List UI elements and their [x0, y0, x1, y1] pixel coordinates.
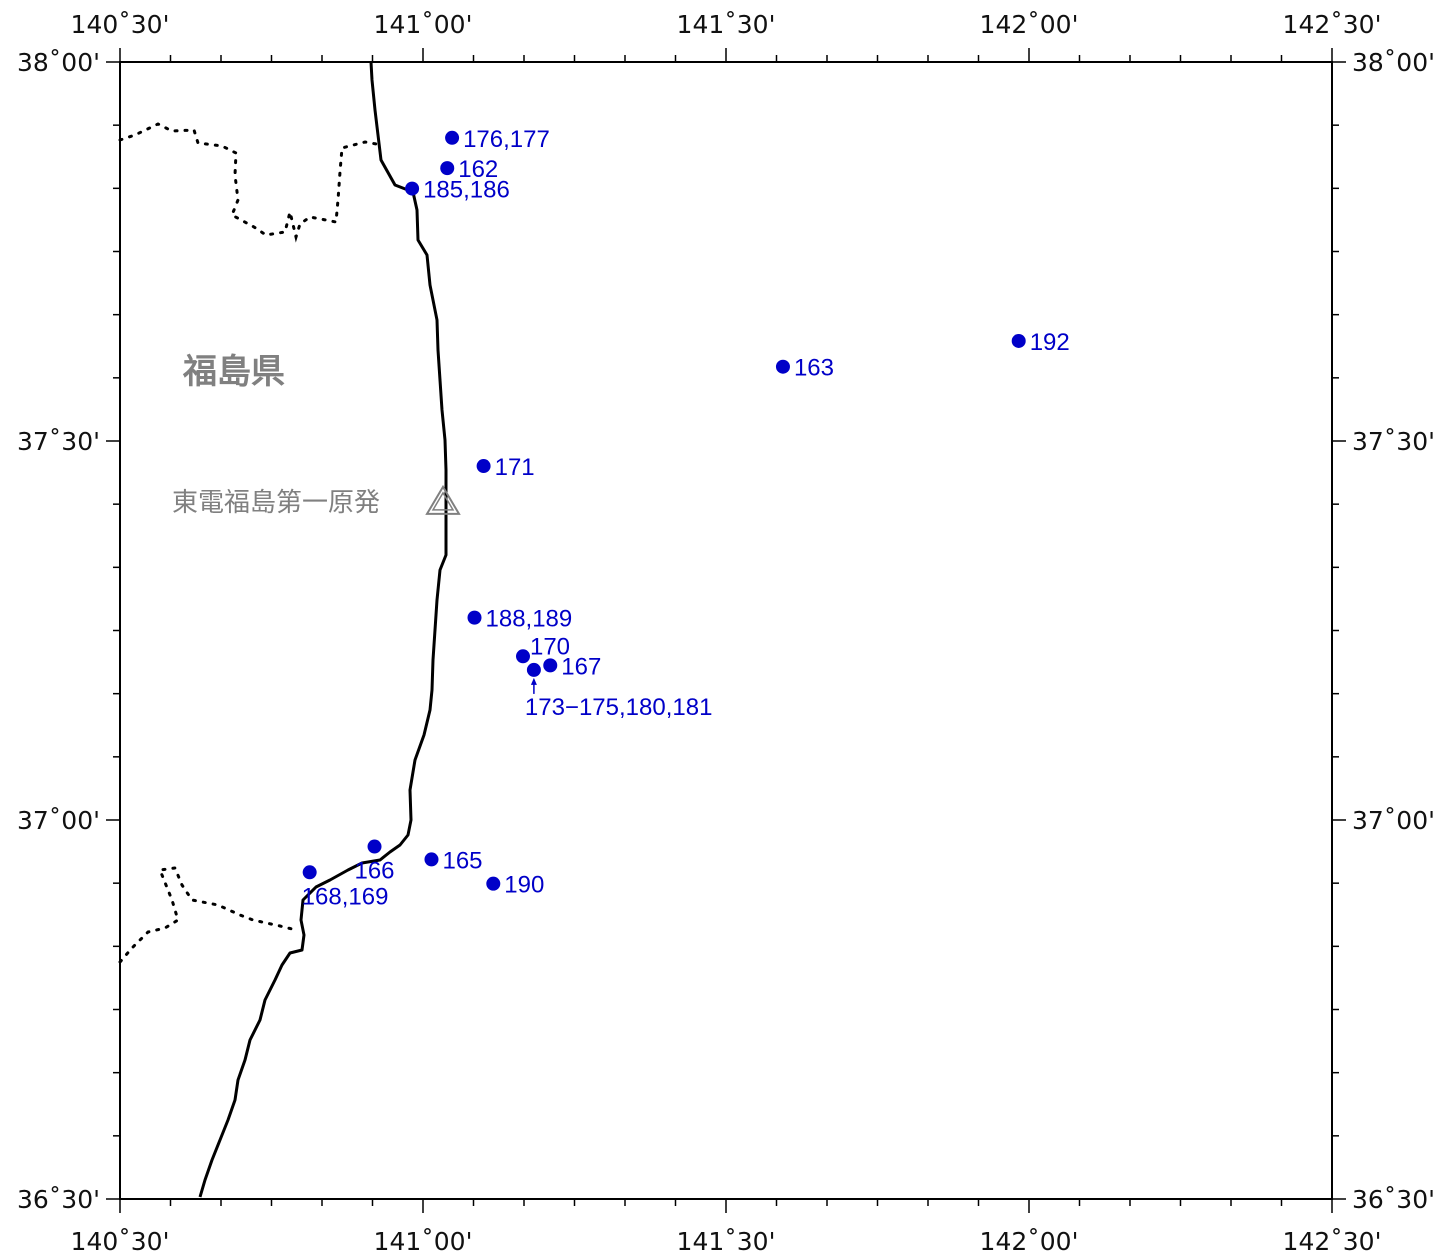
- coastline-path: [198, 61, 448, 1198]
- lat-tick-label-left: 37˚00': [17, 806, 100, 835]
- lat-tick-label-left: 36˚30': [17, 1185, 100, 1214]
- station-dot: [440, 161, 455, 176]
- station-dot: [424, 852, 439, 867]
- axis-ticks: 140˚30' 140˚30' 141˚00' 141˚00' 141˚30' 141˚3…: [17, 10, 1435, 1256]
- lat-tick-label-right: 36˚30': [1352, 1185, 1435, 1214]
- nuclear-plant-marker: 東電福島第一原発: [172, 484, 461, 518]
- prefecture-border-north: [118, 122, 384, 243]
- lon-tick-label-top: 142˚30': [1283, 10, 1382, 39]
- lon-tick-label-top: 141˚00': [374, 10, 473, 39]
- prefecture-border-south: [118, 866, 298, 964]
- station-label: 163: [794, 355, 834, 382]
- lat-tick-label-left: 38˚00': [17, 48, 100, 77]
- lat-tick-label-right: 37˚00': [1352, 806, 1435, 835]
- station-label: 176,177: [463, 126, 550, 153]
- station-dot: [526, 662, 541, 677]
- station-dot: [302, 865, 317, 880]
- station-label: 171: [495, 454, 535, 481]
- station-label: 173−175,180,181: [525, 694, 713, 721]
- lon-tick-label-top: 140˚30': [71, 10, 170, 39]
- station-dot: [486, 876, 501, 891]
- lon-tick-label-bottom: 140˚30': [71, 1227, 170, 1256]
- station-dot: [445, 130, 460, 145]
- lat-tick-label-left: 37˚30': [17, 427, 100, 456]
- npp-triangle-inner: [431, 491, 455, 511]
- station-label: 162: [458, 156, 498, 183]
- coastline: [198, 61, 448, 1198]
- lat-tick-label-right: 37˚30': [1352, 427, 1435, 456]
- station-label: 192: [1030, 329, 1070, 356]
- station-label: 185,186: [423, 177, 510, 204]
- station-pointer-head: [530, 677, 537, 685]
- station-label: 190: [504, 872, 544, 899]
- lon-tick-label-top: 142˚00': [980, 10, 1079, 39]
- station-dot: [367, 839, 382, 854]
- station-dot: [1011, 333, 1026, 348]
- lon-tick-label-bottom: 142˚00': [980, 1227, 1079, 1256]
- map-frame: [119, 61, 1333, 1200]
- station-label: 170: [530, 633, 570, 660]
- npp-triangle-outer: [425, 484, 461, 515]
- station-dot: [467, 610, 482, 625]
- station-label: 167: [561, 653, 601, 680]
- station-label: 168,169: [302, 883, 389, 910]
- station-label: 165: [442, 847, 482, 874]
- lon-tick-label-bottom: 141˚30': [677, 1227, 776, 1256]
- station-dot: [515, 649, 530, 664]
- lon-tick-label-bottom: 142˚30': [1283, 1227, 1382, 1256]
- station-dot: [775, 359, 790, 374]
- region-label: 福島県: [182, 352, 285, 392]
- station-dot: [476, 459, 491, 474]
- station-dot: [405, 181, 420, 196]
- lon-tick-label-bottom: 141˚00': [374, 1227, 473, 1256]
- station-label: 166: [354, 858, 394, 885]
- prefecture-border: [118, 122, 384, 964]
- station-dot: [543, 658, 558, 673]
- lat-tick-label-right: 38˚00': [1352, 48, 1435, 77]
- lon-tick-label-top: 141˚30': [677, 10, 776, 39]
- npp-label: 東電福島第一原発: [172, 488, 380, 518]
- station-label: 188,189: [486, 606, 573, 633]
